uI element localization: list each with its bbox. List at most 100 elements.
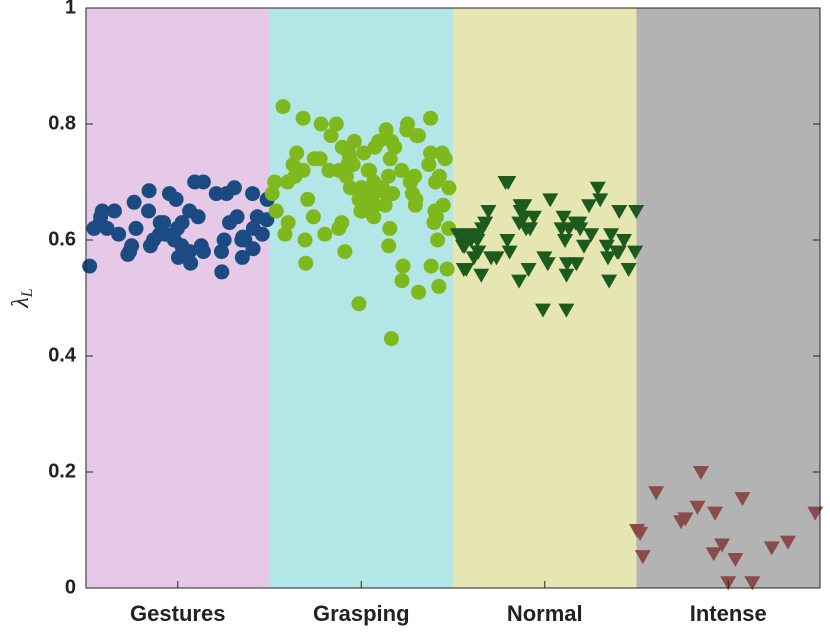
data-point (126, 194, 142, 210)
data-point (337, 244, 353, 260)
y-axis-label: λL (8, 288, 36, 308)
data-point (409, 128, 425, 144)
data-point (267, 174, 283, 190)
data-point (580, 199, 597, 214)
data-point (141, 203, 157, 219)
data-point (166, 232, 182, 248)
category-band (453, 8, 637, 588)
data-point (437, 151, 453, 167)
data-point (520, 263, 537, 277)
data-point (428, 209, 444, 225)
data-point (763, 541, 780, 556)
data-point (378, 122, 394, 138)
data-point (385, 186, 401, 202)
data-point (305, 209, 321, 225)
data-point (111, 226, 127, 242)
x-tick-label: Normal (507, 601, 583, 626)
data-point (213, 244, 229, 260)
data-point (387, 139, 403, 155)
data-point (341, 145, 357, 161)
data-point (377, 197, 393, 213)
data-point (620, 263, 637, 277)
data-point (567, 216, 584, 231)
x-tick-label: Intense (690, 601, 767, 626)
data-point (458, 263, 475, 277)
data-point (603, 228, 620, 243)
data-point (382, 220, 398, 236)
data-point (190, 209, 206, 225)
data-point (289, 145, 305, 161)
data-point (321, 162, 337, 178)
x-tick-label: Grasping (313, 601, 410, 626)
data-point (170, 249, 186, 265)
data-point (287, 168, 303, 184)
data-point (423, 145, 439, 161)
data-point (235, 229, 251, 245)
data-point (575, 239, 592, 254)
data-point (106, 203, 122, 219)
data-point (395, 258, 411, 274)
data-point (264, 186, 280, 202)
data-point (807, 506, 824, 521)
data-point (744, 576, 761, 591)
data-point (298, 255, 314, 271)
data-point (275, 99, 291, 115)
data-point (534, 303, 551, 318)
data-point (334, 215, 350, 231)
data-point (297, 232, 313, 248)
data-point (555, 210, 572, 225)
data-point (383, 331, 399, 347)
data-point (313, 116, 329, 132)
data-point (734, 492, 751, 507)
data-point (254, 226, 270, 242)
y-tick-label: 0.8 (48, 112, 76, 134)
data-point (705, 547, 722, 562)
y-label-symbol: λ (8, 297, 34, 308)
data-point (152, 215, 168, 231)
data-point (94, 203, 110, 219)
data-point (511, 216, 528, 231)
data-point (362, 162, 378, 178)
data-point (473, 268, 490, 283)
data-point (226, 180, 242, 196)
data-point (518, 222, 535, 237)
data-point (714, 538, 731, 553)
data-point (465, 251, 482, 266)
data-point (454, 234, 471, 248)
x-tick-label: Gestures (130, 601, 225, 626)
data-point (346, 133, 362, 149)
data-point (423, 258, 439, 274)
data-point (394, 162, 410, 178)
data-point (216, 232, 232, 248)
data-point (295, 110, 311, 126)
data-point (648, 486, 665, 501)
data-point (511, 274, 528, 289)
data-point (553, 222, 570, 237)
data-point (601, 274, 618, 289)
data-point (381, 238, 397, 254)
data-point (583, 228, 600, 243)
data-point (609, 245, 626, 260)
data-point (689, 500, 706, 515)
data-point (400, 116, 416, 132)
data-point (501, 245, 518, 260)
data-point (371, 133, 387, 149)
data-point (727, 553, 744, 567)
data-point (394, 273, 410, 289)
data-point (421, 157, 437, 173)
data-point (381, 168, 397, 184)
data-point (634, 550, 651, 565)
data-point (208, 186, 224, 202)
data-point (480, 205, 497, 219)
data-point (598, 239, 615, 254)
data-point (512, 199, 529, 214)
points (82, 99, 824, 591)
data-point (428, 174, 444, 190)
y-tick-label: 0 (65, 576, 76, 598)
category-band (636, 8, 820, 588)
data-point (611, 205, 628, 219)
data-point (488, 251, 505, 266)
data-point (439, 261, 455, 277)
data-point (214, 264, 230, 280)
